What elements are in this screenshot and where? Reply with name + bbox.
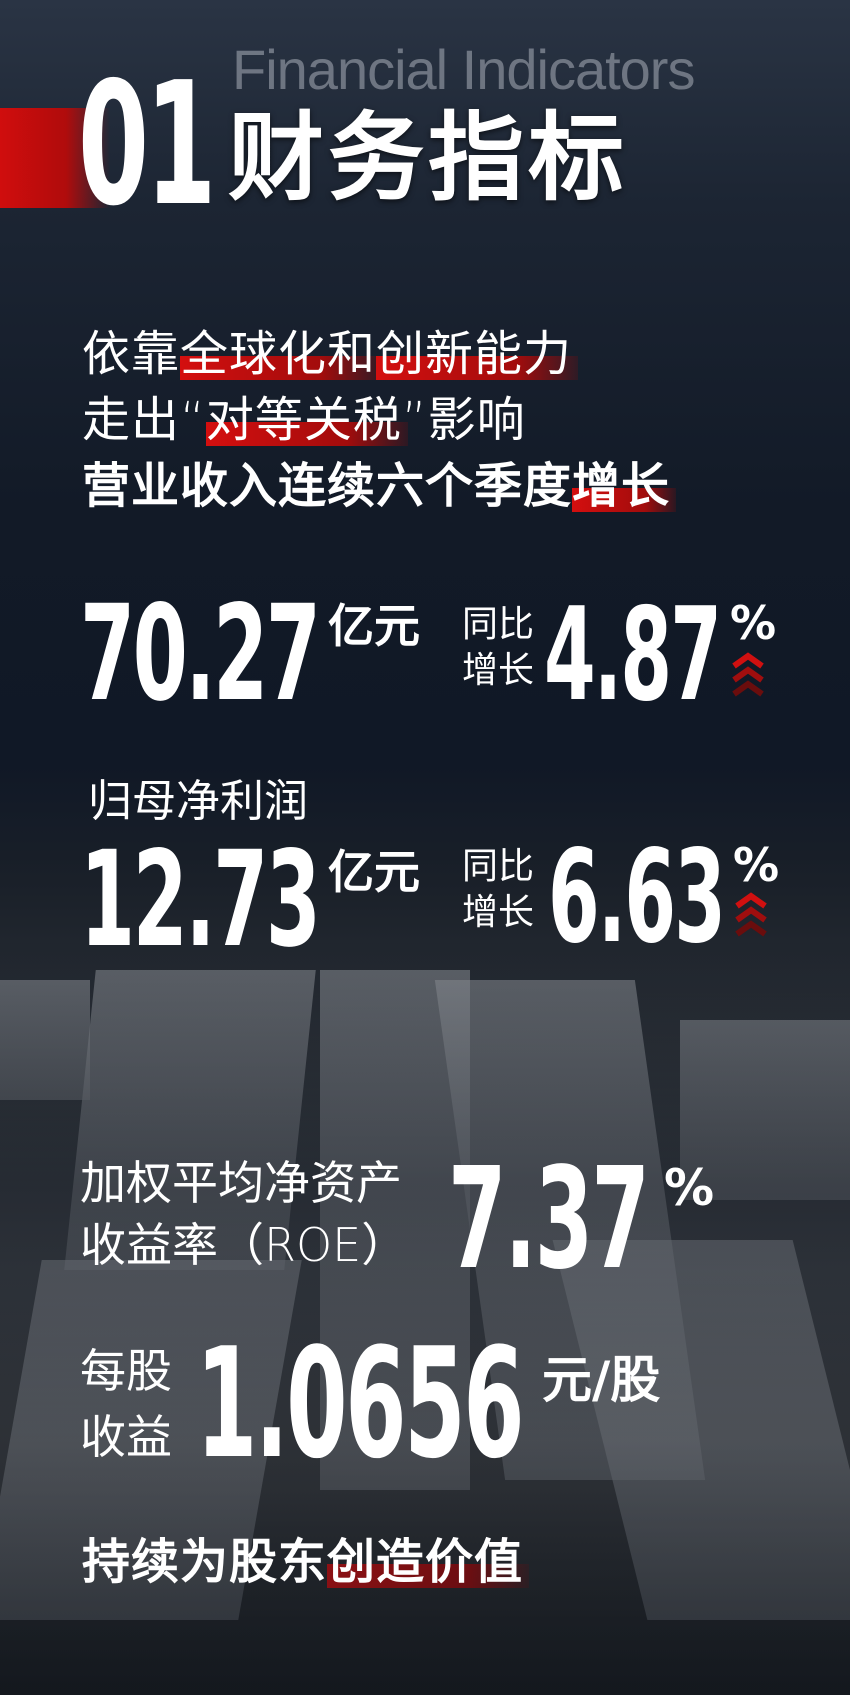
chevrons-up-icon (735, 892, 767, 937)
eps-unit: 元/股 (542, 1351, 661, 1409)
net-profit-yoy-unit: % (733, 838, 780, 892)
revenue-value: 70.27 (80, 577, 321, 731)
intro-text: 走出“ (82, 392, 206, 448)
slogan-text: 持续为股东 (82, 1534, 328, 1590)
intro-text: 依靠 (82, 326, 181, 382)
highlight-growth: 增长 (572, 458, 671, 514)
revenue-yoy-value: 4.87 (544, 581, 722, 730)
yoy-label: 同比 (462, 604, 535, 645)
roe-value: 7.37 (448, 1138, 650, 1301)
highlight-globalization: 全球化和 (180, 326, 377, 382)
intro-line-3: 营业收入连续六个季度增长 (82, 458, 670, 514)
roe-label-line-2: 收益率（ROE） (80, 1218, 408, 1272)
roe-label: 加权平均净资产 收益率（ROE） (80, 1152, 407, 1276)
eps-label: 每股 收益 (80, 1338, 172, 1470)
growth-label: 增长 (462, 892, 535, 933)
footer-slogan: 持续为股东创造价值 (82, 1534, 523, 1590)
highlight-innovation: 创新能力 (376, 326, 573, 382)
roe-unit: % (664, 1159, 715, 1217)
net-profit-yoy-label: 同比 增长 (462, 844, 534, 936)
net-profit-yoy-value: 6.63 (548, 823, 726, 972)
highlight-tariff: 对等关税 (205, 392, 402, 448)
chevrons-up-icon (732, 652, 764, 697)
growth-label: 增长 (462, 650, 535, 691)
net-profit-value: 12.73 (80, 823, 321, 977)
eps-value: 1.0656 (196, 1315, 525, 1492)
eps-label-line-1: 每股 (80, 1344, 172, 1398)
intro-text: 营业收入连续六个季度 (82, 458, 573, 514)
roe-label-line-1: 加权平均净资产 (80, 1156, 402, 1210)
net-profit-unit: 亿元 (328, 845, 420, 899)
intro-text: ”影响 (401, 392, 526, 448)
eps-label-line-2: 收益 (80, 1410, 172, 1464)
net-profit-label: 归母净利润 (88, 776, 308, 827)
section-title: 财务指标 (228, 102, 628, 214)
highlight-create-value: 创造价值 (327, 1534, 524, 1590)
yoy-label: 同比 (462, 846, 535, 887)
intro-line-1: 依靠全球化和创新能力 (82, 326, 572, 382)
revenue-yoy-label: 同比 增长 (462, 602, 534, 694)
section-title-en: Financial Indicators (232, 38, 695, 101)
section-number: 01 (78, 46, 216, 244)
header-red-bar (0, 108, 110, 208)
intro-line-2: 走出“对等关税”影响 (82, 392, 526, 448)
revenue-unit: 亿元 (328, 599, 420, 653)
revenue-yoy-unit: % (730, 596, 777, 650)
